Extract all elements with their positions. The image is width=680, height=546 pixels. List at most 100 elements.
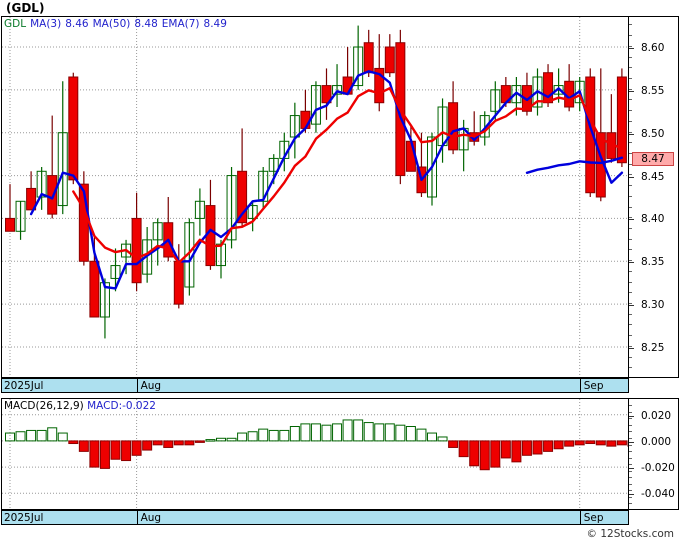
legend-ema7-value: 8.49 bbox=[203, 18, 227, 30]
price-tick-mark bbox=[629, 219, 634, 221]
price-minor-tick bbox=[629, 153, 632, 154]
price-minor-tick bbox=[629, 131, 632, 133]
macd-minor-tick bbox=[629, 444, 632, 446]
price-tick-mark bbox=[629, 176, 634, 178]
date-separator bbox=[579, 511, 581, 524]
price-tick-label: 8.35 bbox=[641, 256, 665, 269]
date-label: 2025Jul bbox=[4, 380, 44, 392]
macd-tick-mark bbox=[629, 468, 634, 470]
price-minor-tick bbox=[629, 324, 632, 326]
macd-minor-tick bbox=[629, 496, 632, 498]
macd-chart-panel[interactable] bbox=[1, 398, 629, 510]
price-minor-tick bbox=[629, 174, 632, 176]
price-minor-tick bbox=[629, 228, 632, 229]
footer-credit: © 12Stocks.com bbox=[586, 528, 675, 540]
price-chart-panel[interactable] bbox=[1, 16, 629, 378]
price-minor-tick bbox=[629, 88, 632, 90]
macd-chart-svg bbox=[2, 399, 628, 509]
legend-ma3-value: 8.46 bbox=[65, 18, 89, 30]
price-minor-tick bbox=[629, 195, 632, 197]
price-minor-tick bbox=[629, 56, 632, 58]
macd-minor-tick bbox=[629, 424, 632, 426]
price-minor-tick bbox=[629, 110, 632, 112]
macd-legend-value: MACD:-0.022 bbox=[87, 400, 156, 412]
price-minor-tick bbox=[629, 217, 632, 219]
date-label: Aug bbox=[140, 512, 162, 524]
macd-tick-mark bbox=[629, 441, 634, 443]
macd-tick-mark bbox=[629, 415, 634, 417]
price-tick-label: 8.45 bbox=[641, 170, 665, 183]
price-minor-tick bbox=[629, 163, 632, 165]
price-axis: 8.60 8.55 8.50 8.45 8.40 8.35 8.30 8.25 8.47 bbox=[629, 16, 679, 378]
price-minor-tick bbox=[629, 367, 632, 369]
macd-minor-tick bbox=[629, 490, 632, 492]
macd-axis: 0.020 0.000 -0.020 -0.040 bbox=[629, 398, 679, 510]
date-axis-bottom: 2025JulAugSepOct bbox=[1, 510, 629, 525]
price-minor-tick bbox=[629, 238, 632, 240]
price-minor-tick bbox=[629, 142, 632, 144]
legend-ma3-label: MA(3) bbox=[30, 18, 62, 30]
price-tick-mark bbox=[629, 262, 634, 264]
price-minor-tick bbox=[629, 99, 632, 101]
macd-tick-label: 0.000 bbox=[641, 435, 672, 448]
price-minor-tick bbox=[629, 292, 632, 294]
legend-ma50-label: MA(50) bbox=[92, 18, 131, 30]
price-minor-tick bbox=[629, 35, 632, 37]
price-tick-mark bbox=[629, 48, 634, 49]
macd-minor-tick bbox=[629, 477, 632, 479]
price-minor-tick bbox=[629, 78, 632, 79]
price-minor-tick bbox=[629, 281, 632, 283]
price-minor-tick bbox=[629, 185, 632, 187]
price-minor-tick bbox=[629, 345, 632, 347]
legend-symbol: GDL bbox=[4, 18, 27, 30]
date-label: Sep bbox=[583, 512, 604, 524]
price-minor-tick bbox=[629, 206, 632, 208]
price-chart-svg bbox=[2, 17, 628, 377]
price-tick-label: 8.50 bbox=[641, 127, 665, 140]
page-title: (GDL) bbox=[6, 1, 45, 15]
price-minor-tick bbox=[629, 335, 632, 337]
price-minor-tick bbox=[629, 249, 632, 251]
price-tick-mark bbox=[629, 90, 634, 92]
macd-tick-mark bbox=[629, 494, 634, 496]
macd-minor-tick bbox=[629, 437, 632, 439]
price-tick-mark bbox=[629, 348, 634, 349]
price-legend: GDL MA(3) 8.46 MA(50) 8.48 EMA(7) 8.49 bbox=[4, 18, 231, 30]
macd-minor-tick bbox=[629, 470, 632, 472]
macd-tick-label: 0.020 bbox=[641, 409, 672, 422]
macd-minor-tick bbox=[629, 464, 632, 466]
macd-minor-tick bbox=[629, 503, 632, 505]
price-tick-label: 8.25 bbox=[641, 342, 665, 354]
price-tick-label: 8.40 bbox=[641, 213, 665, 226]
price-minor-tick bbox=[629, 67, 632, 69]
price-minor-tick bbox=[629, 313, 632, 315]
macd-minor-tick bbox=[629, 451, 632, 453]
price-minor-tick bbox=[629, 303, 632, 304]
date-label: 2025Jul bbox=[4, 512, 44, 524]
macd-minor-tick bbox=[629, 418, 632, 420]
macd-legend: MACD(26,12,9) MACD:-0.022 bbox=[4, 400, 156, 412]
date-separator bbox=[136, 511, 138, 524]
price-minor-tick bbox=[629, 270, 632, 272]
price-minor-tick bbox=[629, 120, 632, 122]
macd-minor-tick bbox=[629, 411, 632, 413]
macd-minor-tick bbox=[629, 457, 632, 459]
date-separator bbox=[136, 379, 138, 392]
date-separator bbox=[579, 379, 581, 392]
price-tick-label: 8.55 bbox=[641, 84, 665, 97]
date-label: Sep bbox=[583, 380, 604, 392]
macd-minor-tick bbox=[629, 483, 632, 485]
price-minor-tick bbox=[629, 45, 632, 47]
legend-ma50-value: 8.48 bbox=[134, 18, 158, 30]
macd-minor-tick bbox=[629, 405, 632, 407]
macd-legend-label: MACD(26,12,9) bbox=[4, 400, 84, 412]
macd-minor-tick bbox=[629, 431, 632, 433]
date-label: Aug bbox=[140, 380, 162, 392]
legend-ema7-label: EMA(7) bbox=[161, 18, 200, 30]
price-minor-tick bbox=[629, 260, 632, 262]
price-tick-mark bbox=[629, 133, 634, 135]
price-tick-mark bbox=[629, 305, 634, 307]
price-minor-tick bbox=[629, 24, 632, 26]
macd-tick-label: -0.020 bbox=[641, 462, 675, 475]
